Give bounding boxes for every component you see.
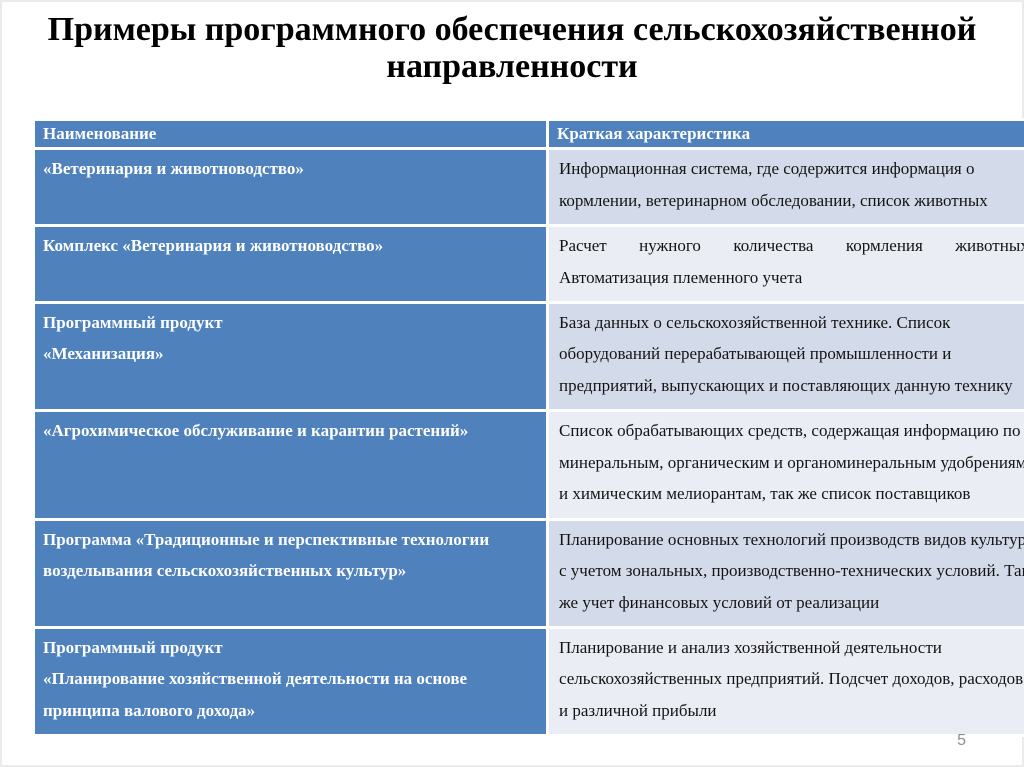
column-header-name: Наименование xyxy=(32,117,549,151)
software-description: Планирование и анализ хозяйственной деят… xyxy=(546,625,1024,738)
software-description: Расчет нужного количества кормления живо… xyxy=(546,224,1024,304)
table-header-row: Наименование Краткая характеристика xyxy=(32,117,1024,151)
software-examples-table: Наименование Краткая характеристика «Вет… xyxy=(32,117,1024,738)
software-description: Список обрабатывающих средств, содержаща… xyxy=(546,409,1024,521)
slide-page-number: 5 xyxy=(957,732,966,749)
slide-title: Примеры программного обеспечения сельско… xyxy=(47,11,977,86)
column-header-description: Краткая характеристика xyxy=(546,117,1024,151)
software-description: База данных о сельскохозяйственной техни… xyxy=(546,300,1024,413)
table-row: Комплекс «Ветеринария и животноводство» … xyxy=(32,224,1024,304)
software-name: «Ветеринария и животноводство» xyxy=(32,147,549,228)
software-name: Программный продукт «Планирование хозяйс… xyxy=(32,625,549,738)
table-row: Программный продукт «Механизация» База д… xyxy=(32,300,1024,413)
table-row: «Ветеринария и животноводство» Информаци… xyxy=(32,147,1024,228)
software-name: «Агрохимическое обслуживание и карантин … xyxy=(32,409,549,521)
table-row: Программа «Традиционные и перспективные … xyxy=(32,517,1024,629)
software-name: Программа «Традиционные и перспективные … xyxy=(32,517,549,629)
table-row: «Агрохимическое обслуживание и карантин … xyxy=(32,409,1024,521)
software-description: Информационная система, где содержится и… xyxy=(546,147,1024,228)
software-name: Программный продукт «Механизация» xyxy=(32,300,549,413)
software-description: Планирование основных технологий произво… xyxy=(546,517,1024,629)
software-name: Комплекс «Ветеринария и животноводство» xyxy=(32,224,549,304)
table-row: Программный продукт «Планирование хозяйс… xyxy=(32,625,1024,738)
